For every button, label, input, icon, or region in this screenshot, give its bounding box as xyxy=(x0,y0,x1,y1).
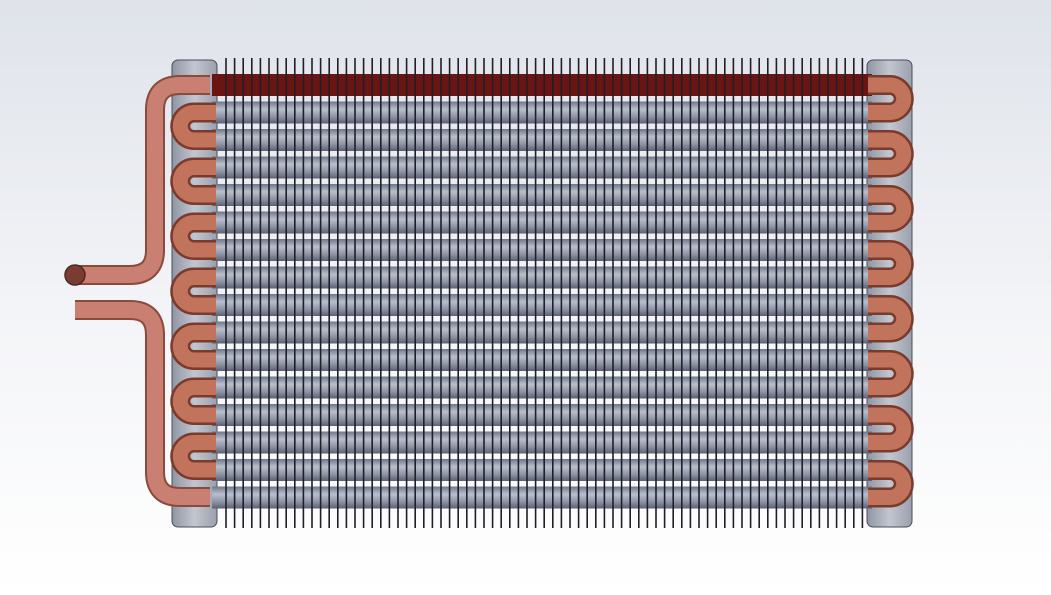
u-bend xyxy=(172,270,216,313)
u-bend xyxy=(172,380,216,423)
copper-bends xyxy=(170,75,914,508)
u-bend xyxy=(172,435,216,478)
u-bend xyxy=(868,297,912,340)
tube xyxy=(212,74,872,96)
tube xyxy=(212,321,872,344)
u-bend xyxy=(172,215,216,258)
inlet-outlet-pipes xyxy=(64,75,210,507)
tube xyxy=(212,239,872,261)
tube xyxy=(212,211,872,234)
tube xyxy=(212,156,872,179)
tube xyxy=(212,459,872,481)
tube xyxy=(212,349,872,371)
tube xyxy=(212,101,872,124)
inlet-opening xyxy=(64,264,86,286)
u-bend xyxy=(868,132,912,175)
u-bend xyxy=(868,462,912,505)
tube xyxy=(212,184,872,206)
u-bend xyxy=(868,352,912,395)
tube xyxy=(212,376,872,399)
u-bend xyxy=(868,77,912,120)
u-bend xyxy=(172,105,216,148)
tube xyxy=(212,431,872,454)
outlet-pipe xyxy=(75,302,210,505)
u-bend xyxy=(868,407,912,450)
tube xyxy=(212,486,872,509)
tube xyxy=(212,294,872,316)
tube xyxy=(212,266,872,289)
u-bend xyxy=(172,325,216,368)
inlet-pipe xyxy=(78,77,210,283)
tube xyxy=(212,129,872,151)
fin-stack xyxy=(225,58,864,528)
tube xyxy=(212,404,872,426)
u-bend xyxy=(172,160,216,203)
u-bend xyxy=(868,187,912,230)
u-bend xyxy=(868,242,912,285)
